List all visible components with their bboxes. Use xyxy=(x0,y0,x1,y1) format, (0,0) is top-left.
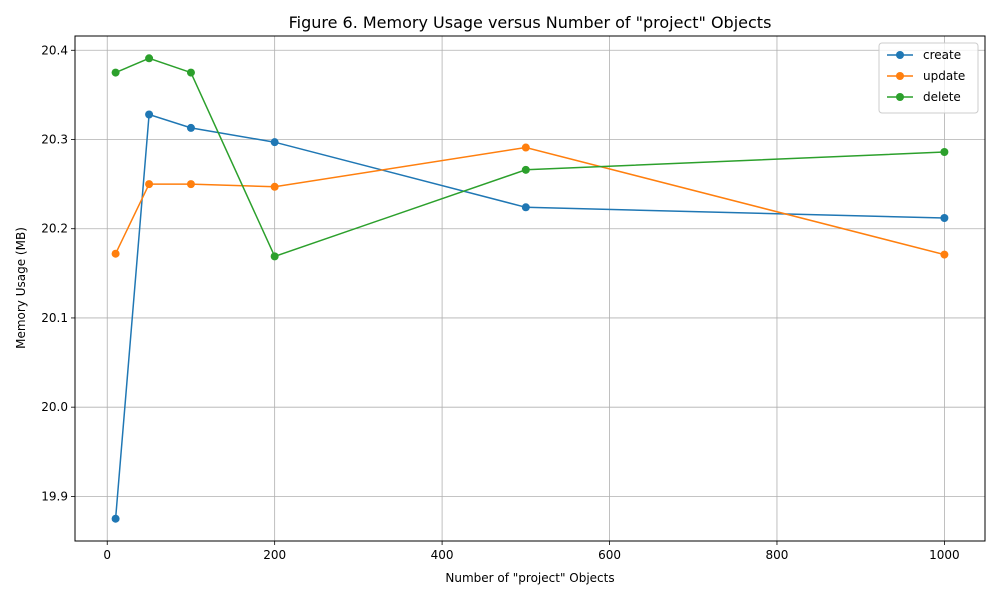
y-tick-label: 20.0 xyxy=(41,400,68,414)
chart-title: Figure 6. Memory Usage versus Number of … xyxy=(289,13,772,32)
x-tick-label: 600 xyxy=(598,548,621,562)
legend: create update delete xyxy=(878,42,979,114)
y-tick-label: 20.3 xyxy=(41,132,68,146)
legend-marker-delete xyxy=(896,93,904,101)
plot-area-frame xyxy=(74,35,986,542)
grid-lines xyxy=(75,36,985,541)
data-point-create xyxy=(186,123,195,132)
x-tick-label: 200 xyxy=(263,548,286,562)
x-tick-label: 400 xyxy=(431,548,454,562)
data-point-update xyxy=(111,249,120,258)
x-tick-label: 1000 xyxy=(929,548,960,562)
y-axis-label: Memory Usage (MB) xyxy=(14,227,28,349)
legend-label-create: create xyxy=(923,48,961,62)
series-line-update xyxy=(114,146,945,256)
legend-marker-create xyxy=(896,51,904,59)
data-point-delete xyxy=(521,165,530,174)
data-point-delete xyxy=(940,147,949,156)
series-line-create xyxy=(114,113,945,519)
data-point-update xyxy=(145,180,154,189)
y-tick-label: 20.4 xyxy=(41,43,68,57)
data-point-create xyxy=(940,214,949,223)
data-point-delete xyxy=(145,54,154,63)
x-axis: 0 200 400 600 800 1000 xyxy=(103,541,960,562)
data-point-update xyxy=(270,182,279,191)
legend-label-delete: delete xyxy=(923,90,961,104)
data-point-update xyxy=(186,180,195,189)
x-tick-label: 800 xyxy=(766,548,789,562)
data-point-update xyxy=(940,250,949,259)
data-point-delete xyxy=(111,68,120,77)
data-point-delete xyxy=(186,68,195,77)
x-tick-label: 0 xyxy=(103,548,111,562)
legend-label-update: update xyxy=(923,69,965,83)
data-point-create xyxy=(270,138,279,147)
y-tick-label: 19.9 xyxy=(41,489,68,503)
data-point-delete xyxy=(270,252,279,261)
legend-marker-update xyxy=(896,72,904,80)
y-tick-label: 20.2 xyxy=(41,222,68,236)
y-tick-label: 20.1 xyxy=(41,311,68,325)
series-line-delete xyxy=(115,57,945,258)
data-point-create xyxy=(521,203,530,212)
data-point-create xyxy=(111,514,120,523)
y-axis: 19.9 20.0 20.1 20.2 20.3 20.4 xyxy=(41,43,75,503)
series-layer xyxy=(111,54,949,523)
legend-box xyxy=(878,42,979,114)
data-point-update xyxy=(521,143,530,152)
data-point-create xyxy=(145,110,154,119)
x-axis-label: Number of "project" Objects xyxy=(445,571,614,585)
